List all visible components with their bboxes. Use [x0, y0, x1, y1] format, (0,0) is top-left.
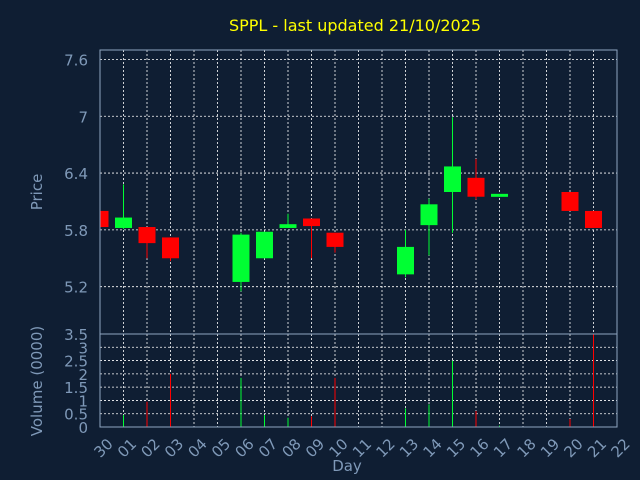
candle-body — [444, 166, 461, 192]
x-tick-label: 12 — [373, 435, 399, 461]
x-axis-ticks: 3001020304050607080910111213141516171819… — [91, 435, 634, 461]
x-axis-label: Day — [332, 457, 362, 475]
price-tick-label: 6.4 — [64, 165, 88, 183]
volume-tick-label: 2.5 — [64, 353, 88, 371]
x-tick-label: 22 — [608, 435, 634, 461]
volume-axis-label: Volume (0000) — [28, 326, 46, 436]
plot-frames — [99, 49, 618, 428]
volume-grid — [99, 333, 618, 428]
x-tick-label: 17 — [490, 435, 516, 461]
volume-tick-label: 1.5 — [64, 379, 88, 397]
candle-body — [420, 204, 438, 226]
candle-body — [326, 232, 344, 247]
price-tick-label: 5.8 — [64, 222, 88, 240]
x-tick-label: 30 — [91, 435, 117, 461]
x-tick-label: 04 — [185, 435, 211, 461]
price-grid — [99, 50, 618, 334]
candle-body — [561, 192, 579, 211]
x-tick-label: 15 — [443, 435, 469, 461]
candle-body — [232, 234, 250, 282]
candle-body — [279, 224, 297, 228]
chart-title: SPPL - last updated 21/10/2025 — [229, 16, 481, 35]
x-tick-label: 02 — [138, 435, 164, 461]
candle-body — [397, 246, 414, 275]
x-tick-label: 13 — [396, 435, 422, 461]
price-tick-label: 7.6 — [64, 51, 88, 69]
candles — [99, 117, 602, 292]
candle-body — [303, 218, 320, 227]
candle-body — [115, 217, 132, 228]
price-tick-label: 7 — [78, 108, 88, 126]
volume-axis-ticks: 00.511.522.533.5 — [64, 326, 88, 437]
x-tick-label: 16 — [467, 435, 493, 461]
candle-body — [491, 193, 508, 197]
volume-tick-label: 3.5 — [64, 326, 88, 344]
x-tick-label: 01 — [114, 435, 140, 461]
x-tick-label: 09 — [302, 435, 328, 461]
price-tick-label: 5.2 — [64, 279, 88, 297]
x-tick-label: 05 — [208, 435, 234, 461]
x-tick-label: 03 — [161, 435, 187, 461]
candle-body — [256, 231, 273, 259]
x-tick-label: 06 — [232, 435, 258, 461]
price-axis-ticks: 5.2 5.8 6.4 7 7.6 — [64, 51, 88, 296]
x-tick-label: 20 — [561, 435, 587, 461]
volume-tick-label: 0.5 — [64, 406, 88, 424]
x-tick-label: 18 — [514, 435, 540, 461]
volume-tick-label: 0 — [78, 419, 88, 437]
candle-body — [467, 177, 485, 197]
x-tick-label: 21 — [584, 435, 610, 461]
price-axis-label: Price — [28, 174, 46, 211]
x-tick-label: 19 — [537, 435, 563, 461]
x-tick-label: 07 — [255, 435, 281, 461]
candle-body — [138, 227, 156, 244]
candle-body — [585, 210, 602, 228]
volume-tick-label: 3 — [78, 339, 88, 357]
volume-tick-label: 2 — [78, 366, 88, 384]
volume-tick-label: 1 — [78, 392, 88, 410]
candle-body — [100, 210, 109, 228]
x-tick-label: 14 — [420, 435, 446, 461]
candle-body — [162, 237, 179, 259]
volume-bars — [123, 334, 594, 427]
volume-plot-frame — [99, 333, 618, 428]
x-tick-label: 08 — [279, 435, 305, 461]
